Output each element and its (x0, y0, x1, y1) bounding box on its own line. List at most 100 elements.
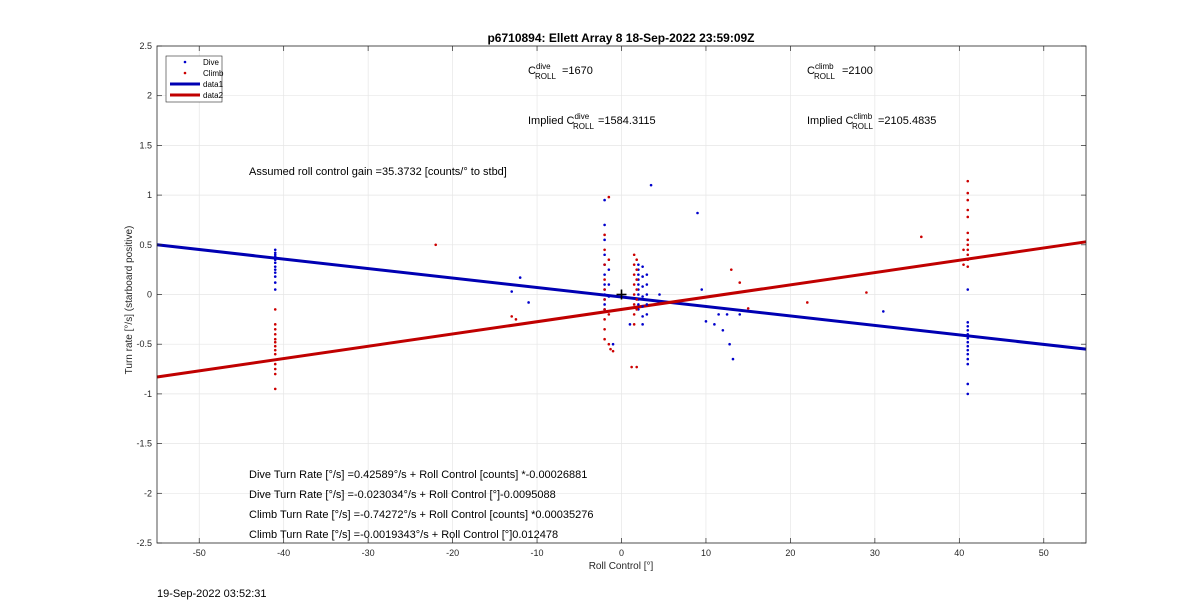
dive-point (728, 342, 731, 346)
implied-climb-sub: ROLL (852, 122, 873, 131)
climb-point (966, 231, 970, 235)
climb-point (273, 332, 277, 336)
implied-c-roll-climb-annotation: Implied Cclimb ROLL =2105.4835 (807, 112, 936, 131)
dive-point (518, 276, 522, 279)
legend-dive-marker (183, 60, 187, 64)
dive-point (603, 238, 606, 242)
dive-point (273, 248, 277, 252)
y-tick-label: -2 (144, 488, 152, 498)
y-tick-label: 2 (147, 91, 152, 101)
x-tick-label: -30 (362, 548, 375, 558)
climb-point (510, 315, 514, 318)
climb-point (635, 308, 639, 311)
dive-point (658, 293, 661, 296)
dive-point (966, 321, 970, 324)
climb-point (962, 263, 965, 266)
dive-point (273, 265, 277, 268)
dive-point (713, 323, 716, 326)
dive-point (721, 328, 725, 332)
climb-point (746, 307, 750, 310)
dive-point (273, 261, 277, 264)
y-tick-label: 0 (147, 290, 152, 300)
climb-point (603, 337, 606, 341)
climb-point (273, 348, 277, 352)
dive-point (603, 293, 606, 296)
dive-point (611, 342, 615, 346)
implied-dive-sup: dive (574, 112, 589, 121)
x-tick-label: -10 (531, 548, 544, 558)
dive-point (641, 265, 644, 268)
implied-dive-value: =1584.3115 (598, 115, 656, 127)
dive-point (273, 255, 277, 259)
dive-point (273, 251, 277, 255)
dive-point (607, 268, 611, 271)
climb-point (635, 298, 639, 301)
y-axis-label: Turn rate [°/s] (starboard positive) (124, 226, 135, 375)
climb-point (630, 365, 633, 369)
c-roll-dive-base: C (528, 65, 536, 77)
implied-climb-value: =2105.4835 (878, 115, 936, 127)
climb-point (966, 238, 970, 242)
climb-point (632, 293, 636, 296)
climb-point (920, 235, 923, 239)
climb-point (632, 263, 636, 266)
climb-point (635, 365, 639, 369)
climb-point (607, 258, 611, 262)
climb-point (273, 337, 277, 341)
dive-point (637, 263, 640, 266)
dive-point (696, 211, 699, 215)
dive-point (273, 271, 277, 274)
x-tick-label: -50 (193, 548, 206, 558)
climb-point (635, 278, 639, 281)
dive-point (641, 315, 644, 318)
climb-point (738, 281, 742, 284)
c-roll-climb-value: =2100 (842, 65, 873, 77)
dive-point (966, 344, 970, 348)
x-tick-label: 20 (785, 548, 795, 558)
climb-point (966, 248, 970, 252)
climb-point (966, 198, 970, 202)
dive-point (527, 301, 530, 304)
climb-point (966, 258, 970, 262)
climb-point (603, 263, 606, 266)
dive-point (645, 273, 649, 276)
climb-point (603, 288, 606, 291)
climb-point (962, 248, 965, 252)
climb-point (273, 323, 277, 326)
dive-point (966, 348, 970, 352)
climb-point (514, 318, 518, 321)
implied-climb-prefix: Implied C (807, 115, 854, 127)
dive-point (649, 183, 653, 187)
x-axis-ticks: -50 -40 -30 -20 -10 0 10 20 30 40 50 (193, 46, 1049, 558)
origin-marker (616, 289, 627, 300)
climb-point (603, 308, 606, 311)
x-tick-label: 0 (619, 548, 624, 558)
dive-point (966, 328, 970, 332)
y-tick-label: 1.5 (139, 140, 152, 150)
climb-point (607, 313, 611, 316)
legend-data1-label: data1 (203, 80, 224, 89)
y-tick-label: 2.5 (139, 41, 152, 51)
climb-point (273, 308, 277, 311)
climb-point (273, 340, 277, 344)
climb-point (729, 268, 733, 271)
dive-point (603, 253, 606, 257)
dive-point (641, 295, 644, 298)
dive-point (641, 285, 644, 288)
climb-point (632, 273, 636, 276)
implied-c-roll-dive-annotation: Implied Cdive ROLL =1584.3115 (528, 112, 656, 131)
climb-point (966, 253, 970, 257)
dive-point (966, 325, 970, 328)
climb-point (632, 283, 636, 286)
legend: Dive Climb data1 data2 (165, 55, 224, 103)
y-tick-label: 1 (147, 190, 152, 200)
climb-point (806, 301, 809, 304)
y-axis-ticks: -2.5 -2 -1.5 -1 -0.5 0 0.5 1 1.5 2 2.5 (136, 41, 1086, 548)
climb-point (603, 233, 606, 237)
c-roll-dive-sup: dive (536, 62, 551, 71)
dive-point (603, 223, 606, 227)
legend-climb-label: Climb (203, 69, 224, 78)
dive-point (731, 357, 735, 361)
dive-turn-rate-counts-equation: Dive Turn Rate [°/s] =0.42589°/s + Roll … (249, 469, 587, 481)
